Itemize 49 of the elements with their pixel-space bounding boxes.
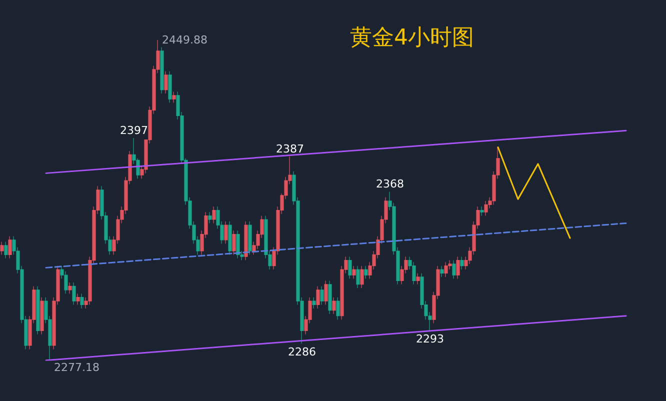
chart-title: 黄金4小时图 bbox=[350, 26, 474, 50]
candlestick bbox=[356, 266, 360, 288]
candlestick bbox=[352, 266, 356, 280]
candlestick bbox=[172, 91, 176, 104]
candlestick bbox=[224, 221, 228, 244]
candlestick bbox=[484, 200, 488, 216]
candlestick bbox=[452, 260, 456, 280]
candlestick bbox=[312, 297, 316, 309]
candlestick bbox=[164, 70, 168, 94]
candlestick bbox=[416, 272, 420, 285]
candlestick bbox=[456, 256, 460, 280]
annotation: 2387 bbox=[276, 142, 304, 156]
annotation: 2449.88 bbox=[162, 34, 208, 46]
candlestick bbox=[444, 262, 448, 278]
candlestick bbox=[324, 280, 328, 306]
candlestick bbox=[0, 241, 4, 256]
candlestick bbox=[76, 293, 80, 306]
candlestick bbox=[8, 236, 12, 259]
annotation: 2286 bbox=[288, 346, 316, 359]
candlestick bbox=[248, 221, 252, 256]
candlestick bbox=[4, 241, 8, 259]
candlestick bbox=[328, 280, 332, 314]
candlestick bbox=[168, 70, 172, 104]
candlestick bbox=[336, 297, 340, 320]
candlestick bbox=[232, 230, 236, 256]
candlestick bbox=[460, 256, 464, 270]
candlestick bbox=[160, 46, 164, 94]
candlestick bbox=[364, 266, 368, 280]
candlestick bbox=[228, 221, 232, 256]
candlestick bbox=[360, 266, 364, 288]
candlestick bbox=[80, 293, 84, 309]
candlestick bbox=[320, 286, 324, 306]
candlestick bbox=[68, 282, 72, 294]
candlestick bbox=[332, 297, 336, 314]
candlestick bbox=[480, 206, 484, 216]
candlestick bbox=[208, 212, 212, 224]
candlestick bbox=[236, 230, 240, 259]
candlestick bbox=[212, 206, 216, 224]
candlestick bbox=[440, 266, 444, 278]
candlestick bbox=[40, 297, 44, 335]
candlestick bbox=[72, 282, 76, 306]
annotation: 2397 bbox=[120, 124, 148, 137]
text: 2277.18 bbox=[54, 361, 100, 374]
candlestick bbox=[244, 221, 248, 261]
annotation: 2368 bbox=[376, 178, 404, 191]
candlestick bbox=[348, 256, 352, 280]
candlestick bbox=[316, 286, 320, 309]
candlestick bbox=[36, 286, 40, 335]
annotation: 2293 bbox=[416, 332, 444, 346]
